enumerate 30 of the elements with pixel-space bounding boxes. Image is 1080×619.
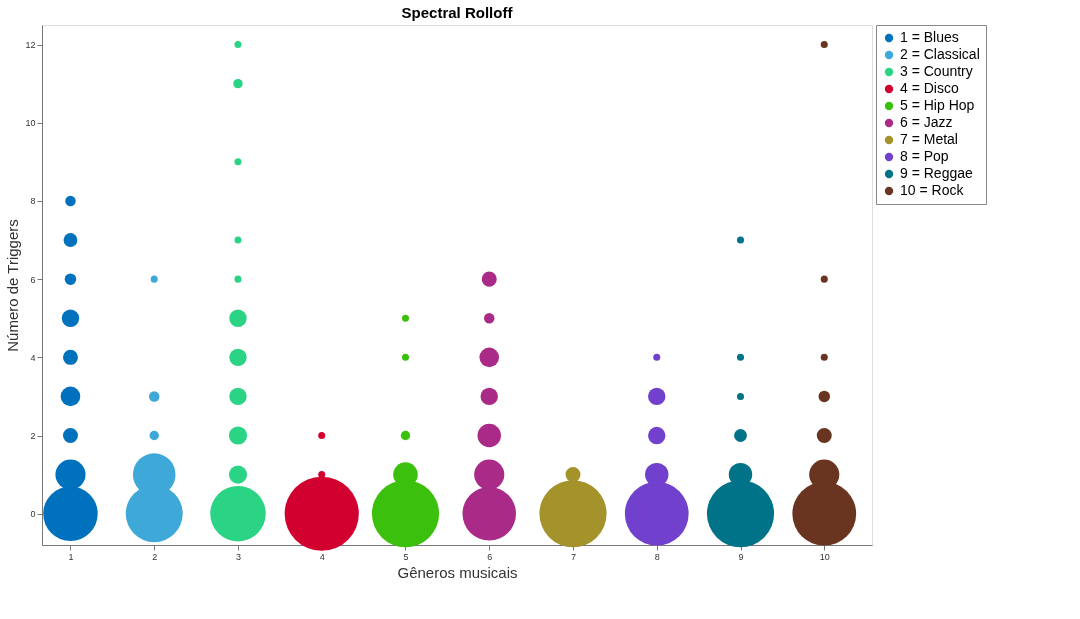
legend-label: 2 = Classical bbox=[900, 46, 980, 62]
x-tick-label: 3 bbox=[235, 551, 241, 562]
x-tick-label: 6 bbox=[487, 551, 493, 562]
legend-label: 5 = Hip Hop bbox=[900, 97, 975, 113]
y-tick-label: 4 bbox=[30, 352, 36, 363]
x-tick-label: 8 bbox=[654, 551, 660, 562]
x-tick-label: 1 bbox=[68, 551, 74, 562]
y-tick-label: 12 bbox=[25, 40, 36, 51]
y-tick-label: 10 bbox=[25, 118, 36, 129]
legend-label: 7 = Metal bbox=[900, 131, 958, 147]
legend-label: 9 = Reggae bbox=[900, 165, 973, 181]
x-tick-label: 4 bbox=[319, 551, 325, 562]
x-tick-label: 10 bbox=[819, 551, 830, 562]
legend-label: 8 = Pop bbox=[900, 148, 949, 164]
x-tick-label: 2 bbox=[152, 551, 158, 562]
x-tick-label: 5 bbox=[403, 551, 409, 562]
legend-label: 3 = Country bbox=[900, 63, 973, 79]
y-axis-title: Número de Triggers bbox=[4, 219, 22, 352]
legend-label: 6 = Jazz bbox=[900, 114, 953, 130]
y-tick-label: 2 bbox=[30, 431, 36, 442]
x-tick-label: 9 bbox=[738, 551, 744, 562]
legend-label: 10 = Rock bbox=[900, 182, 965, 198]
x-tick-label: 7 bbox=[570, 551, 577, 562]
x-axis-title: Gêneros musicais bbox=[397, 563, 518, 581]
legend-label: 1 = Blues bbox=[900, 29, 959, 45]
y-tick-label: 6 bbox=[30, 274, 36, 285]
chart-title: Spectral Rolloff bbox=[401, 3, 514, 21]
y-tick-label: 0 bbox=[30, 509, 36, 520]
y-tick-label: 8 bbox=[30, 196, 36, 207]
legend-label: 4 = Disco bbox=[900, 80, 959, 96]
